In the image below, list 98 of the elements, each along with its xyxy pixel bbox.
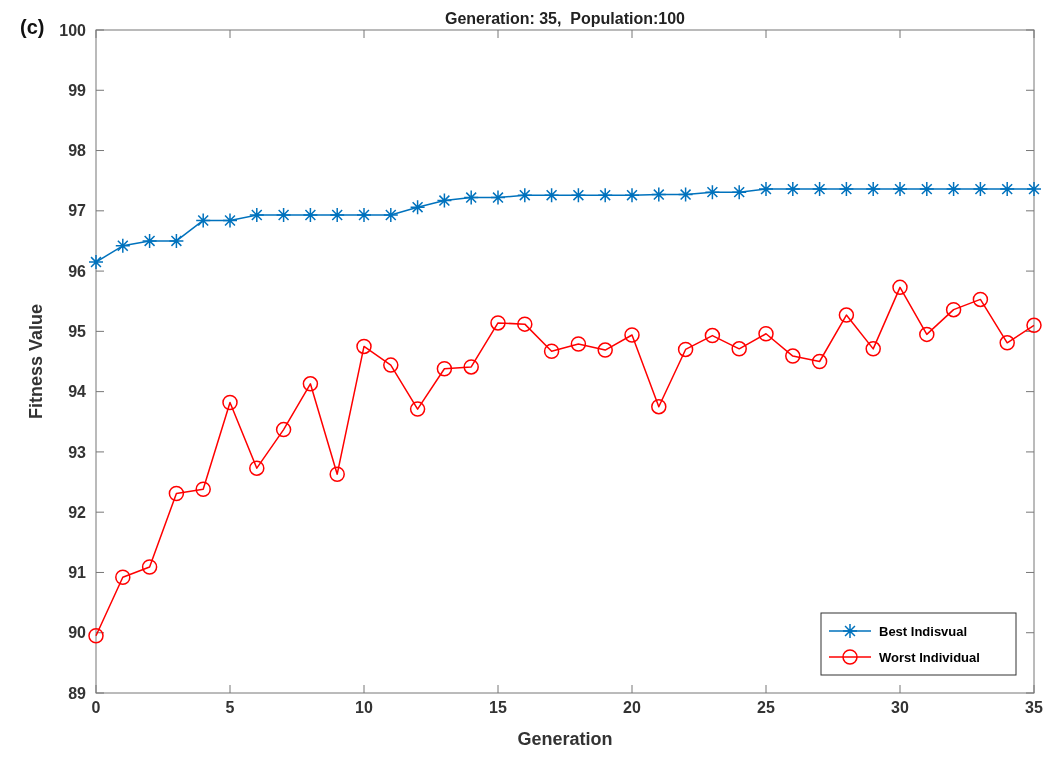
point <box>1026 317 1042 334</box>
point <box>865 341 881 357</box>
point <box>436 192 453 209</box>
x-axis-title: Generation <box>517 729 613 749</box>
point <box>1026 181 1042 197</box>
chart-title: Generation: 35, Population:100 <box>444 10 686 27</box>
point <box>758 326 774 342</box>
point <box>543 343 560 359</box>
point <box>141 233 158 249</box>
point <box>329 207 345 223</box>
point <box>651 398 667 415</box>
point <box>838 181 855 197</box>
text: (c) <box>20 16 45 38</box>
point <box>463 189 479 206</box>
point <box>597 342 613 358</box>
point <box>624 187 640 203</box>
x-tick-label: 25 <box>757 699 775 716</box>
point <box>249 460 265 476</box>
point <box>972 291 989 308</box>
point <box>249 207 265 223</box>
y-tick-label: 90 <box>68 624 87 642</box>
point <box>865 181 881 197</box>
point <box>999 181 1015 197</box>
point <box>785 181 801 197</box>
point <box>195 481 211 498</box>
point <box>758 181 774 197</box>
point <box>892 181 908 197</box>
point <box>115 569 131 586</box>
point <box>302 207 319 223</box>
point <box>945 181 962 197</box>
point <box>704 184 721 200</box>
legend-label: Best Indisvual <box>879 623 968 639</box>
point <box>731 341 747 357</box>
point <box>945 301 962 318</box>
point <box>436 360 453 377</box>
y-tick-label: 93 <box>68 443 87 461</box>
point <box>195 212 211 229</box>
point <box>919 181 935 197</box>
y-tick-label: 98 <box>68 142 87 160</box>
point <box>811 353 828 370</box>
point <box>811 181 828 197</box>
point <box>409 199 426 215</box>
point <box>168 485 185 502</box>
point <box>222 394 238 411</box>
point <box>302 376 319 392</box>
point <box>517 316 533 332</box>
point <box>597 187 613 203</box>
y-axis-title: Fitness Value <box>26 303 46 420</box>
point <box>356 338 372 355</box>
point <box>838 307 855 323</box>
x-tick-label: 20 <box>623 699 641 716</box>
point <box>570 336 587 352</box>
point <box>704 327 721 344</box>
point <box>383 357 399 373</box>
point <box>490 315 506 331</box>
y-tick-label: 100 <box>59 21 87 39</box>
x-tick-label: 35 <box>1025 699 1043 716</box>
point <box>570 187 587 203</box>
point <box>677 341 694 358</box>
y-tick-label: 91 <box>68 564 87 582</box>
point <box>275 421 292 438</box>
point <box>624 327 640 343</box>
point <box>88 254 104 270</box>
point <box>517 187 533 203</box>
y-tick-label: 99 <box>68 81 87 99</box>
point <box>972 181 989 197</box>
legend-label: Worst Individual <box>879 649 980 665</box>
point <box>999 335 1015 351</box>
point <box>651 186 667 203</box>
point <box>543 187 560 203</box>
y-tick-label: 94 <box>68 383 87 401</box>
point <box>463 359 479 375</box>
point <box>892 279 908 296</box>
x-tick-label: 0 <box>91 699 101 716</box>
point <box>785 348 801 364</box>
y-tick-label: 95 <box>68 322 87 340</box>
x-tick-label: 15 <box>489 699 507 716</box>
point <box>141 559 158 575</box>
x-tick-label: 5 <box>225 699 235 716</box>
y-tick-label: 97 <box>68 202 87 220</box>
point <box>88 627 104 644</box>
point <box>222 212 238 229</box>
point <box>677 186 694 203</box>
point <box>329 466 345 482</box>
point <box>383 207 399 223</box>
y-tick-label: 96 <box>68 262 87 280</box>
point <box>115 238 131 254</box>
point <box>168 233 185 249</box>
x-tick-label: 10 <box>355 699 373 716</box>
point <box>919 326 935 343</box>
point <box>731 184 747 200</box>
point <box>409 401 426 417</box>
y-tick-label: 89 <box>68 684 87 702</box>
y-tick-label: 92 <box>68 503 87 521</box>
point <box>275 207 292 223</box>
point <box>490 189 506 206</box>
point <box>356 207 372 223</box>
x-tick-label: 30 <box>891 699 909 716</box>
